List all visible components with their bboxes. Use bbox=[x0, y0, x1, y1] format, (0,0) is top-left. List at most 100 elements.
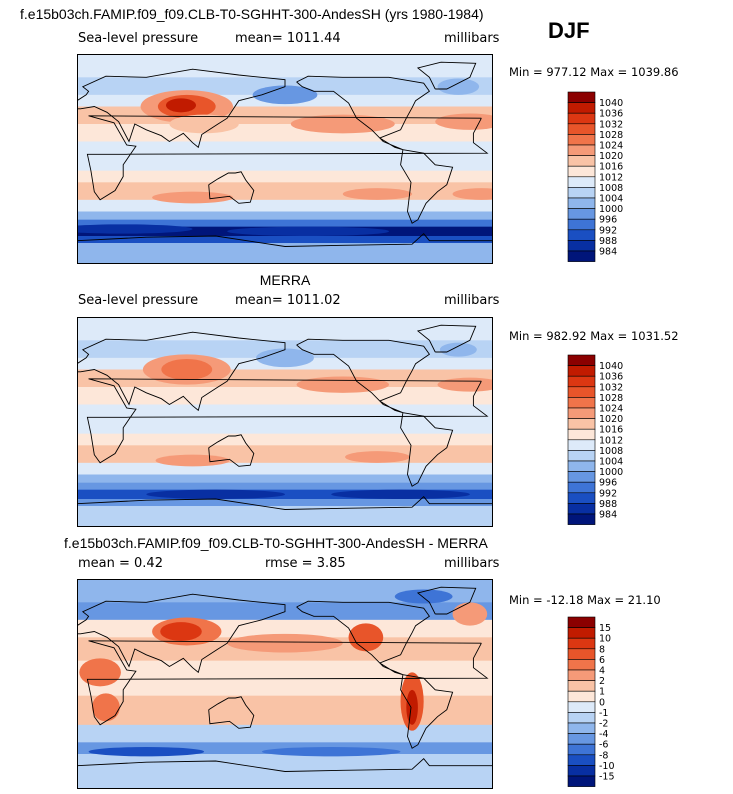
colorbar-swatch bbox=[567, 648, 596, 660]
field-contour bbox=[290, 114, 395, 134]
colorbar-tick-label: -6 bbox=[599, 740, 608, 751]
map-frame bbox=[77, 54, 493, 264]
panel-3-min-max: Min = -12.18 Max = 21.10 bbox=[509, 593, 661, 607]
coastline bbox=[77, 68, 286, 149]
colorbar-swatch bbox=[567, 690, 596, 703]
colorbar-tick-label: 10 bbox=[599, 634, 611, 645]
coastline bbox=[400, 412, 454, 487]
colorbar-tick-label: -2 bbox=[599, 719, 608, 730]
colorbar-tick-label: 1008 bbox=[599, 183, 623, 194]
field-band bbox=[77, 170, 493, 183]
field-band bbox=[77, 243, 493, 264]
field-contour bbox=[161, 359, 213, 380]
panel-2-title: MERRA bbox=[259, 272, 311, 288]
colorbar-swatch bbox=[567, 155, 596, 167]
colorbar-tick-label: 1024 bbox=[599, 404, 623, 415]
field-band bbox=[77, 489, 493, 500]
field-band bbox=[77, 724, 493, 743]
colorbar-swatch bbox=[567, 492, 596, 504]
coastline bbox=[208, 171, 255, 204]
field-contour bbox=[227, 633, 343, 653]
colorbar-swatch bbox=[567, 701, 596, 713]
field-contour bbox=[169, 114, 239, 134]
field-band bbox=[77, 199, 493, 212]
panel-3-left-label: mean = 0.42 bbox=[78, 556, 163, 571]
field-band bbox=[77, 219, 493, 228]
coastline bbox=[416, 324, 477, 353]
colorbar-swatch bbox=[567, 743, 596, 756]
field-band bbox=[77, 106, 493, 125]
colorbar-swatch bbox=[567, 637, 596, 650]
field-contour bbox=[160, 622, 202, 641]
colorbar-swatch bbox=[567, 407, 596, 419]
colorbar-swatch bbox=[567, 616, 596, 628]
coastline bbox=[400, 149, 454, 224]
colorbar-swatch bbox=[567, 627, 596, 639]
colorbar-swatch bbox=[567, 250, 596, 262]
panel-2-min-max: Min = 982.92 Max = 1031.52 bbox=[509, 329, 679, 343]
coastline bbox=[77, 593, 286, 674]
colorbar-tick-label: 984 bbox=[599, 247, 617, 258]
field-contour bbox=[146, 489, 285, 499]
colorbar-tick-label: 1016 bbox=[599, 425, 623, 436]
panel-1-colorbar: 1040103610321028102410201016101210081004… bbox=[567, 91, 623, 262]
coastline bbox=[77, 331, 286, 412]
coastline bbox=[77, 496, 493, 510]
colorbar-tick-label: 15 bbox=[599, 623, 611, 634]
field-band bbox=[77, 462, 493, 475]
colorbar-swatch bbox=[567, 754, 596, 766]
colorbar-swatch bbox=[567, 144, 596, 156]
field-band bbox=[77, 474, 493, 484]
colorbar-tick-label: 1012 bbox=[599, 172, 623, 183]
coastline bbox=[77, 233, 493, 247]
colorbar-swatch bbox=[567, 659, 596, 671]
colorbar-tick-label: 1028 bbox=[599, 130, 623, 141]
field-contour bbox=[348, 623, 384, 652]
colorbar-tick-label: -4 bbox=[599, 729, 608, 740]
colorbar-swatch bbox=[567, 722, 596, 734]
field-band bbox=[77, 211, 493, 221]
colorbar-tick-label: 1032 bbox=[599, 119, 623, 130]
colorbar-tick-label: 1000 bbox=[599, 204, 623, 215]
coastline bbox=[296, 338, 431, 414]
colorbar-tick-label: -10 bbox=[599, 761, 615, 772]
colorbar-swatch bbox=[567, 680, 596, 692]
panel-3-right-label: millibars bbox=[444, 556, 500, 571]
colorbar-tick-label: 4 bbox=[599, 666, 605, 677]
field-band bbox=[77, 482, 493, 491]
panel-1-left-label: Sea-level pressure bbox=[78, 31, 199, 46]
coastline bbox=[86, 640, 489, 726]
field-band bbox=[77, 404, 493, 435]
panel-3-center-label: rmse = 3.85 bbox=[265, 556, 346, 571]
colorbar-swatch bbox=[567, 123, 596, 135]
coastline bbox=[208, 434, 255, 467]
coastline bbox=[86, 115, 489, 201]
colorbar-swatch bbox=[567, 712, 596, 724]
colorbar-tick-label: 8 bbox=[599, 644, 605, 655]
colorbar-tick-label: 1000 bbox=[599, 467, 623, 478]
field-contour bbox=[437, 78, 480, 95]
colorbar-tick-label: 1036 bbox=[599, 109, 623, 120]
coastline bbox=[296, 600, 431, 676]
field-contour bbox=[452, 602, 488, 626]
field-band bbox=[77, 182, 493, 201]
colorbar-swatch bbox=[567, 471, 596, 483]
colorbar-swatch bbox=[567, 481, 596, 494]
colorbar-swatch bbox=[567, 218, 596, 231]
field-contour bbox=[165, 98, 197, 113]
panel-1-center-label: mean= 1011.44 bbox=[235, 31, 341, 46]
colorbar-swatch bbox=[567, 102, 596, 114]
colorbar-tick-label: 996 bbox=[599, 215, 617, 226]
colorbar-tick-label: 996 bbox=[599, 478, 617, 489]
panel-2-center-label: mean= 1011.02 bbox=[235, 293, 341, 308]
colorbar-swatch bbox=[567, 418, 596, 430]
field-contour bbox=[342, 188, 413, 200]
field-contour bbox=[79, 658, 121, 687]
panel-1-right-label: millibars bbox=[444, 31, 500, 46]
field-contour bbox=[227, 226, 389, 236]
field-band bbox=[77, 445, 493, 464]
panel-3-map bbox=[77, 579, 493, 789]
colorbar-swatch bbox=[567, 365, 596, 377]
field-contour bbox=[155, 454, 230, 467]
field-band bbox=[77, 141, 493, 172]
